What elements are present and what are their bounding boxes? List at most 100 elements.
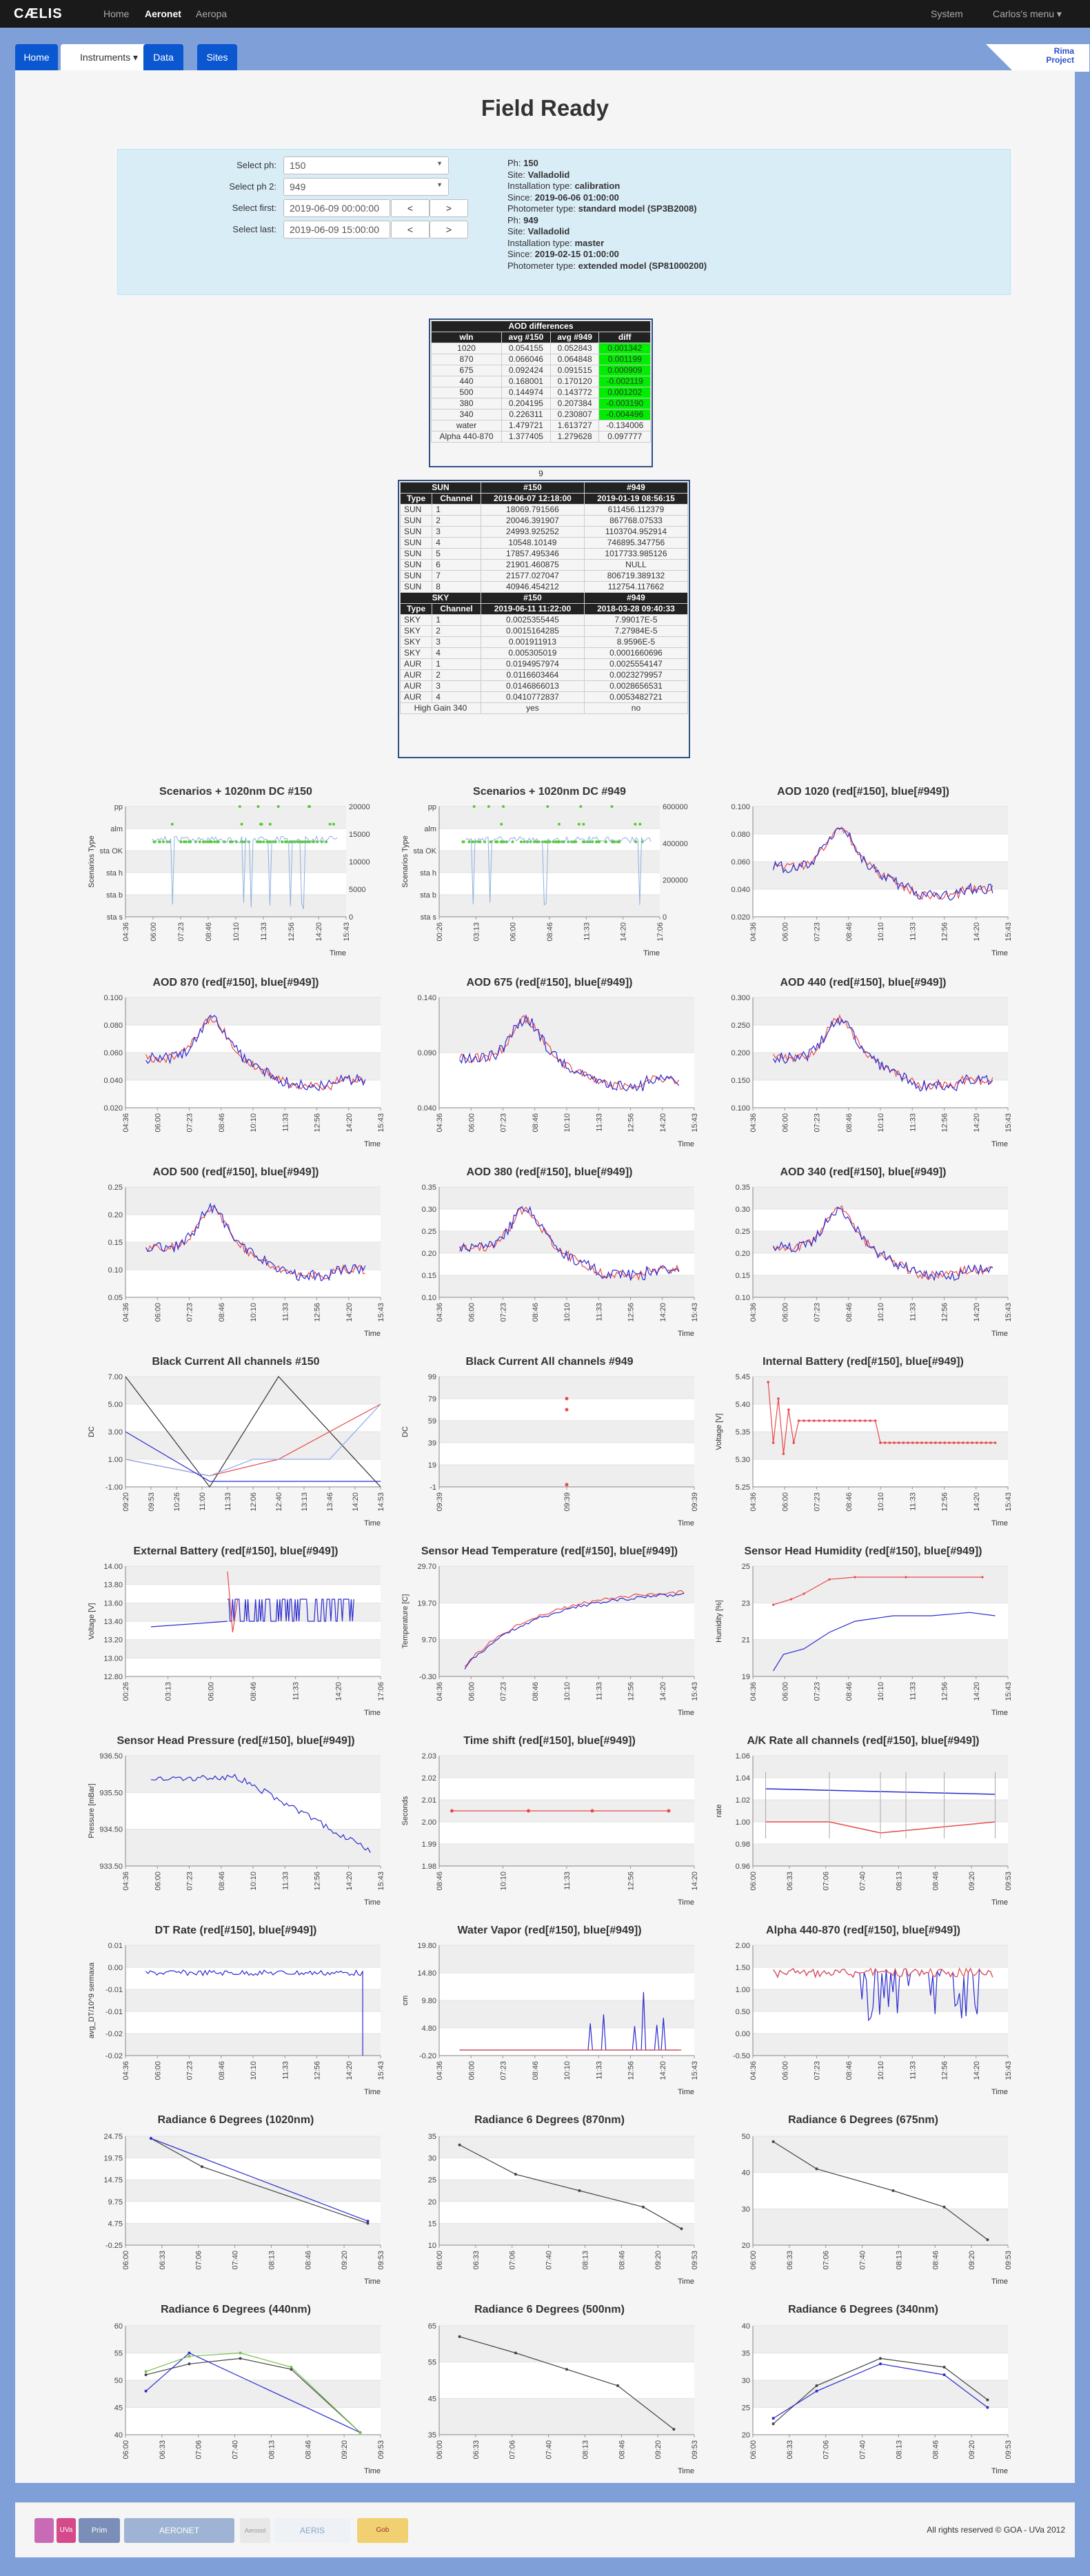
series-red	[773, 1204, 993, 1281]
tab-instruments[interactable]: Instruments ▾	[61, 44, 157, 70]
y-tick-label: -0.50	[733, 2052, 750, 2060]
logo-gob[interactable]: Gob	[357, 2518, 408, 2543]
scenario-point	[472, 805, 476, 808]
logo-aeronet[interactable]: AERONET	[124, 2518, 234, 2543]
table-cell: 7	[432, 570, 481, 582]
series-red	[459, 1015, 680, 1091]
dc-series	[152, 835, 338, 909]
info-line: Site: Valladolid	[507, 169, 570, 180]
grid-band	[125, 1639, 381, 1659]
y-tick-label: 1.00	[736, 1818, 750, 1827]
logo-1[interactable]	[34, 2518, 54, 2543]
user-menu[interactable]: Carlos's menu ▾	[993, 8, 1062, 19]
y-tick-label: 14.80	[417, 1969, 436, 1978]
select-ph[interactable]: 150 ▼	[283, 156, 449, 174]
tab-home[interactable]: Home	[15, 44, 58, 70]
x-tick-label: 08:46	[250, 1682, 258, 1701]
table-cell: SUN	[399, 515, 433, 527]
table-cell: 0.168001	[501, 376, 551, 387]
info-line: Photometer type: standard model (SP3B200…	[507, 203, 697, 214]
x-tick-label: 06:33	[159, 2251, 167, 2270]
series-blue-start	[150, 1621, 228, 1627]
point-red	[869, 1419, 871, 1422]
x-axis-label: Time	[364, 1140, 381, 1148]
last-prev-button[interactable]: <	[391, 221, 430, 239]
logo-prim[interactable]: Prim	[79, 2518, 120, 2543]
nav-home[interactable]: Home	[103, 8, 130, 19]
nav-system[interactable]: System	[931, 8, 963, 19]
x-tick-label: 11:33	[292, 1682, 301, 1701]
nav-aeronet[interactable]: Aeronet	[145, 8, 181, 19]
x-tick-label: 06:33	[159, 2440, 167, 2460]
x-tick-label: 08:13	[581, 2251, 589, 2270]
scenario-point	[523, 840, 526, 844]
logo-uva[interactable]: UVa	[57, 2518, 76, 2543]
x-tick-label: 14:20	[659, 1682, 667, 1701]
tab-sites[interactable]: Sites	[197, 44, 237, 70]
y-axis-label: DC	[88, 1426, 96, 1437]
dc-point	[565, 1408, 569, 1412]
scenario-point	[535, 840, 538, 844]
logo-aeris[interactable]: AERIS	[274, 2518, 350, 2543]
radiance-point	[771, 2417, 775, 2420]
first-next-button[interactable]: >	[430, 199, 468, 217]
grid-band	[125, 2180, 381, 2202]
point-red	[590, 1809, 594, 1813]
table-cell: 0.001199	[598, 354, 651, 365]
point-red	[771, 1441, 775, 1444]
y-tick-label: pp	[428, 803, 436, 811]
table-cell: 0.005305019	[480, 647, 585, 659]
nav-aeropa[interactable]: Aeropa	[196, 8, 228, 19]
y-axis-label: Pressure [mBar]	[88, 1783, 96, 1838]
chart-title: Radiance 6 Degrees (675nm)	[788, 2114, 938, 2126]
tab-data[interactable]: Data	[143, 44, 183, 70]
table-row: wln avg #150 avg #949 diff	[430, 332, 651, 343]
y-tick-label: 0.040	[417, 1104, 436, 1113]
y-tick-label: 5.35	[736, 1428, 750, 1437]
chart-title: AOD 440 (red[#150], blue[#949])	[780, 977, 947, 988]
scenario-point	[208, 840, 211, 844]
x-axis-label: Time	[678, 1519, 694, 1528]
x-tick-label: 10:10	[877, 922, 885, 942]
input-first-date[interactable]: 2019-06-09 00:00:00	[283, 199, 390, 217]
y-axis-label: Scenarios Type	[88, 835, 96, 888]
dropdown-caret-icon: ▼	[436, 181, 443, 188]
table-cell: 2	[432, 515, 481, 527]
y-tick-label: 0.98	[736, 1840, 750, 1849]
chart-rad500: Radiance 6 Degrees (500nm) 65 55 45 35 06:00 0…	[398, 2304, 701, 2476]
rima-project-label[interactable]: Rima Project	[1046, 46, 1074, 65]
chart-scen: Scenarios + 1020nm DC #150 pp alm sta OK sta…	[84, 786, 387, 958]
scenario-point	[182, 840, 185, 844]
last-next-button[interactable]: >	[430, 221, 468, 239]
table-cell: 500	[430, 387, 503, 398]
grid-band	[439, 2136, 694, 2158]
x-tick-label: 12:56	[627, 2061, 636, 2080]
table-cell: 0.0194957974	[480, 658, 585, 670]
point-red	[838, 1419, 841, 1422]
chart-ak: A/K Rate all channels (red[#150], blue[#…	[711, 1735, 1015, 1907]
y-axis-label: avg_DT/10^9 sermaxa	[88, 1962, 96, 2038]
first-prev-button[interactable]: <	[391, 199, 430, 217]
scenario-point	[260, 822, 263, 826]
table-cell: 112754.117662	[583, 581, 689, 593]
sun-sky-box	[398, 480, 690, 758]
table-cell: 867768.07533	[583, 515, 689, 527]
select-ph2[interactable]: 949 ▼	[283, 178, 449, 196]
point-red	[948, 1441, 951, 1444]
y-tick-label: -0.02	[105, 2030, 123, 2038]
table-cell: #949	[583, 482, 689, 494]
series-red	[145, 1015, 365, 1091]
x-tick-label: 14:20	[620, 922, 628, 942]
dc-point	[565, 1397, 569, 1401]
input-last-date[interactable]: 2019-06-09 15:00:00	[283, 221, 390, 239]
y-tick-label: 21	[742, 1636, 750, 1645]
grid-band	[753, 1639, 1008, 1676]
y-tick-label: 2.01	[422, 1796, 436, 1805]
logo-aerosol[interactable]: Aerosol	[240, 2518, 270, 2543]
radiance-point	[815, 2384, 818, 2387]
scenario-point	[487, 805, 490, 808]
table-cell: 1	[432, 504, 481, 516]
brand-logo[interactable]: CÆLIS	[14, 6, 63, 21]
x-tick-label: 14:20	[345, 1872, 354, 1891]
